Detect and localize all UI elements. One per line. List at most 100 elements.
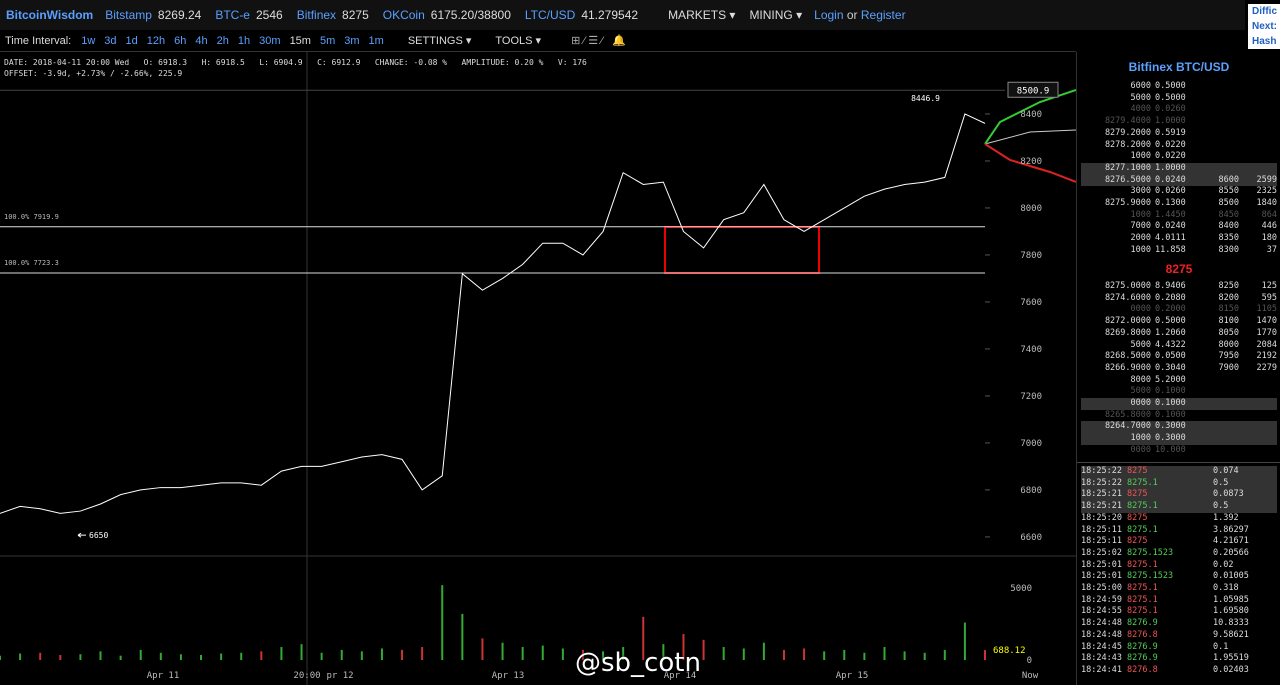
interval[interactable]: 1w [81,34,96,47]
trade-time: 18:25:22 [1081,477,1122,488]
trade-amount: 0.074 [1213,466,1239,476]
price-chart: 6600 6800 7000 7200 7400 7600 7800 8000 8200 8400… [0,52,1076,685]
interval[interactable]: 4h [195,34,208,47]
trade-price: 8275 [1127,512,1148,523]
book-price: 8266.9000 [1104,362,1151,373]
trade-time: 18:25:11 [1081,524,1122,535]
market[interactable]: Bitfinex 8275 [297,8,369,22]
settings[interactable]: SETTINGS [407,35,463,47]
volume-tick-label: 0 [1027,656,1032,666]
high-label: 8446.9 [911,94,940,103]
interval[interactable]: 1h [237,34,251,47]
menu[interactable]: MARKETS ▾ [668,8,736,22]
menu[interactable]: MINING ▾ [749,8,803,22]
last-box [1007,81,1059,98]
trade-price: 8275 [1127,536,1148,547]
volume-bar [762,642,765,660]
depth-total: 1105 [1256,304,1277,315]
book-price: 5000 [1130,92,1151,103]
trade-amount: 0.01005 [1213,571,1249,582]
volume-bar [179,654,182,660]
book-amount: 0.0260 [1155,186,1186,197]
trade-row: 18:25:01 8275.1523 0.01005 [1081,571,1277,583]
interval[interactable]: 3d [104,34,117,47]
book-row: 8269.8000 1.2060 8050 1770 [1081,328,1277,340]
volume-bar [943,649,946,660]
book-price: 0000 [1130,398,1151,408]
book-amount: 0.0260 [1155,104,1186,115]
trade-amount: 0.1 [1213,641,1229,652]
highlight-box [664,226,820,274]
settings-menu[interactable]: SETTINGS ▾ [407,35,472,47]
side-label: Next: [1252,21,1278,32]
price-line [0,113,986,514]
book-amount: 0.0240 [1155,221,1186,232]
interval[interactable]: 1m [368,34,384,47]
trade-time: 18:24:55 [1081,606,1122,617]
book-row: 8275.0000 8.9406 8250 125 [1081,281,1277,293]
market[interactable]: Bitstamp 8269.24 [105,8,201,22]
interval[interactable]: 3m [344,34,360,47]
toolbar: Time Interval: 1w 3d 1d 12h 6h 4h 2h 1h 30m 15m 5m… [0,30,1076,52]
interval[interactable]: 6h [174,34,187,47]
volume-bar [903,651,906,660]
market[interactable]: LTC/USD 41.279542 [525,8,638,22]
volume-bar [722,647,725,660]
book-price: 7000 [1130,221,1151,232]
last-label: 8500.9 [1017,86,1050,96]
trade-amount: 0.02403 [1213,664,1249,675]
brand[interactable]: BitcoinWisdom [6,8,94,22]
interval[interactable]: 15m [289,34,311,47]
depth-price: 8350 [1218,233,1239,244]
login-link[interactable]: Login [814,8,844,22]
book-row: 2000 4.0111 8350 180 [1081,233,1277,245]
book-price: 8268.5000 [1104,351,1151,362]
volume-bar [119,655,122,660]
book-price: 5000 [1130,386,1151,397]
trade-time: 18:25:02 [1081,547,1122,558]
book-row: 1000 0.0220 [1081,151,1277,163]
book-amount: 1.0000 [1155,162,1186,173]
trade-time: 18:24:41 [1081,664,1122,675]
depth-total: 1770 [1256,327,1277,338]
trade-time: 18:24:45 [1081,641,1122,652]
volume-bar [963,622,966,660]
volume-bar [602,651,605,660]
trade-time: 18:25:21 [1081,489,1122,500]
depth-price: 8250 [1218,281,1239,291]
book-amount: 10.000 [1155,444,1186,455]
interval[interactable]: 30m [259,34,281,47]
tools-menu[interactable]: TOOLS ▾ [495,35,542,47]
interval-label: Time Interval: [5,34,72,47]
trade-time: 18:25:11 [1081,536,1122,547]
book-row: 6000 0.5000 [1081,81,1277,93]
trade-amount: 0.20566 [1213,547,1249,558]
trade-amount: 0.02 [1213,559,1234,570]
market[interactable]: OKCoin 6175.20/38800 [383,8,511,22]
book-row: 4000 0.0260 [1081,104,1277,116]
trade-amount: 1.05985 [1213,594,1249,605]
trade-time: 18:24:48 [1081,618,1122,629]
register-link[interactable]: Register [860,8,906,22]
trade-time: 18:25:22 [1081,466,1122,476]
volume-bar [200,654,203,660]
trade-price: 8275.1 [1127,477,1158,488]
volume-bar [662,644,665,660]
book-amount: 0.3000 [1155,421,1186,432]
interval[interactable]: 5m [319,34,336,47]
interval[interactable]: 12h [146,34,166,47]
book-amount: 0.5000 [1155,316,1186,327]
interval[interactable]: 1d [125,34,138,47]
volume-bar [19,653,22,660]
trade-amount: 0.5 [1213,501,1229,512]
market[interactable]: BTC-e 2546 [215,8,282,22]
interval[interactable]: 2h [216,34,229,47]
tools[interactable]: TOOLS [495,35,533,47]
book-row: 8264.7000 0.3000 [1081,421,1277,434]
book-amount: 11.858 [1155,244,1186,255]
trade-price: 8276.8 [1127,629,1158,640]
depth-price: 8100 [1218,316,1239,327]
depth-total: 864 [1261,209,1277,220]
menu-label: MARKETS [668,8,727,22]
